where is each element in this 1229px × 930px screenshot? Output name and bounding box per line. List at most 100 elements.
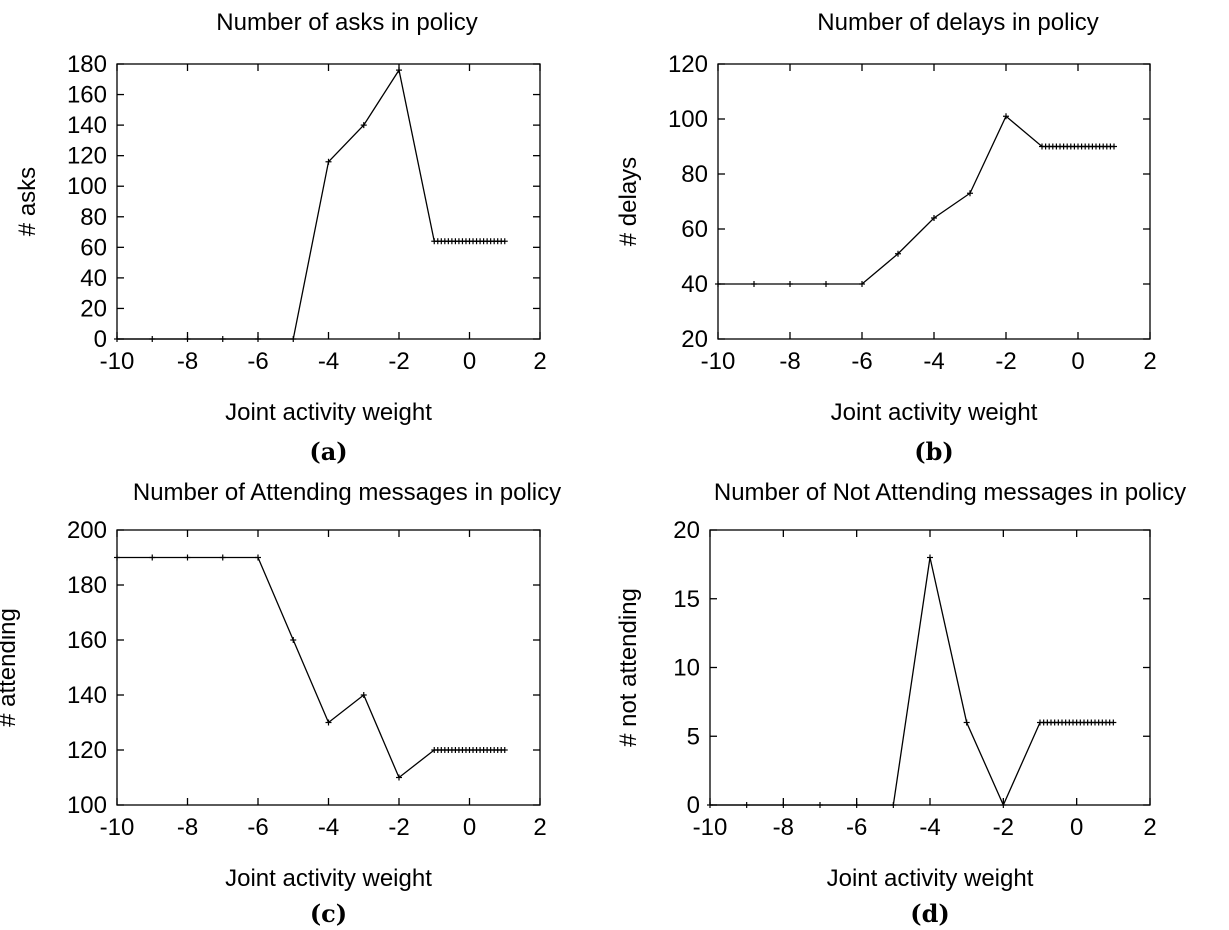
y-tick-label: 100	[67, 792, 107, 819]
x-tick-label: -8	[779, 348, 800, 375]
x-tick-label: -2	[995, 348, 1016, 375]
data-point	[149, 554, 156, 561]
x-tick-label: -2	[388, 814, 409, 841]
data-point	[114, 554, 120, 561]
x-tick-label: 0	[463, 814, 476, 841]
x-axis-label: Joint activity weight	[225, 865, 432, 892]
x-tick-label: -4	[318, 814, 339, 841]
data-point	[787, 281, 793, 287]
x-tick-label: -10	[100, 814, 135, 841]
y-axis-label: # asks	[14, 167, 41, 236]
data-point	[715, 281, 721, 287]
x-tick-label: 2	[1143, 814, 1156, 841]
x-tick-label: 0	[1070, 814, 1083, 841]
y-tick-label: 10	[673, 655, 700, 682]
data-point	[219, 554, 226, 561]
y-tick-label: 80	[80, 204, 107, 231]
panel-caption: (d)	[910, 899, 950, 928]
data-point	[501, 238, 508, 245]
x-tick-label: -6	[247, 348, 268, 375]
chart-title: Number of asks in policy	[216, 9, 477, 36]
panel-caption: (b)	[914, 437, 954, 466]
y-tick-label: 120	[668, 51, 708, 78]
y-tick-label: 60	[681, 216, 708, 243]
data-point	[325, 719, 332, 726]
data-point	[360, 122, 367, 129]
panel-caption: (a)	[309, 437, 347, 466]
x-tick-label: -8	[177, 814, 198, 841]
y-tick-label: 80	[681, 161, 708, 188]
y-tick-label: 20	[681, 326, 708, 353]
x-axis-label: Joint activity weight	[831, 399, 1038, 426]
data-point	[751, 281, 757, 287]
data-point	[931, 215, 937, 221]
y-axis-label: # delays	[615, 157, 642, 246]
y-tick-label: 140	[67, 682, 107, 709]
plot-frame	[116, 529, 541, 806]
plot-frame	[116, 63, 541, 340]
data-point	[149, 336, 156, 342]
x-tick-label: -10	[100, 348, 135, 375]
y-tick-label: 40	[80, 265, 107, 292]
x-tick-label: -10	[693, 814, 728, 841]
y-tick-label: 0	[687, 792, 700, 819]
data-point	[890, 802, 897, 808]
data-point	[184, 554, 191, 561]
x-axis-label: Joint activity weight	[225, 399, 432, 426]
y-tick-label: 100	[67, 173, 107, 200]
series-line	[710, 557, 1114, 807]
y-tick-label: 180	[67, 572, 107, 599]
data-point	[501, 747, 508, 753]
x-tick-label: -6	[846, 814, 867, 841]
x-tick-label: -6	[247, 814, 268, 841]
data-point	[396, 774, 402, 781]
chart-panel-2: Number of delays in policy -10 -8 -6 -4 -2 0 2 2…	[615, 9, 1157, 466]
chart-panel-3: Number of Attending messages in policy -1…	[0, 479, 561, 928]
data-point	[817, 802, 823, 808]
data-point	[1003, 113, 1009, 120]
data-point	[963, 719, 970, 726]
chart-title: Number of Attending messages in policy	[133, 479, 561, 506]
y-tick-label: 160	[67, 82, 107, 109]
y-tick-label: 120	[67, 737, 107, 764]
data-point	[255, 554, 261, 561]
y-tick-label: 20	[673, 517, 700, 544]
chart-title: Number of delays in policy	[817, 9, 1098, 36]
x-tick-label: -6	[851, 348, 872, 375]
y-tick-label: 180	[67, 51, 107, 78]
data-point	[853, 802, 860, 808]
y-axis-label: # attending	[0, 608, 21, 727]
y-tick-label: 160	[67, 627, 107, 654]
data-point	[1110, 719, 1117, 726]
y-tick-label: 40	[681, 271, 708, 298]
x-axis-label: Joint activity weight	[827, 865, 1034, 892]
data-point	[255, 336, 261, 342]
series-line	[117, 556, 505, 779]
y-tick-label: 0	[94, 326, 107, 353]
data-point	[743, 802, 750, 808]
plot-frame	[709, 529, 1151, 806]
x-tick-label: -2	[388, 348, 409, 375]
y-tick-label: 15	[673, 586, 700, 613]
x-tick-label: 2	[1143, 348, 1156, 375]
series-line	[718, 115, 1114, 285]
x-tick-label: 2	[533, 814, 546, 841]
x-tick-label: -4	[923, 348, 944, 375]
data-point	[325, 158, 332, 165]
y-tick-label: 5	[687, 723, 700, 750]
data-point	[1111, 143, 1117, 150]
chart-panel-1: Number of asks in policy-10 -8 -6 -4 -2 0 2020…	[14, 9, 547, 466]
x-tick-label: -2	[993, 814, 1014, 841]
y-tick-label: 60	[80, 234, 107, 261]
data-point	[895, 250, 901, 257]
data-point	[967, 190, 973, 197]
y-tick-label: 140	[67, 112, 107, 139]
x-tick-label: -8	[177, 348, 198, 375]
data-point	[290, 336, 297, 342]
data-point	[396, 67, 402, 74]
y-tick-label: 20	[80, 295, 107, 322]
data-point	[707, 802, 713, 808]
data-point	[1000, 802, 1007, 808]
panel-caption: (c)	[310, 899, 347, 928]
x-tick-label: -4	[919, 814, 940, 841]
